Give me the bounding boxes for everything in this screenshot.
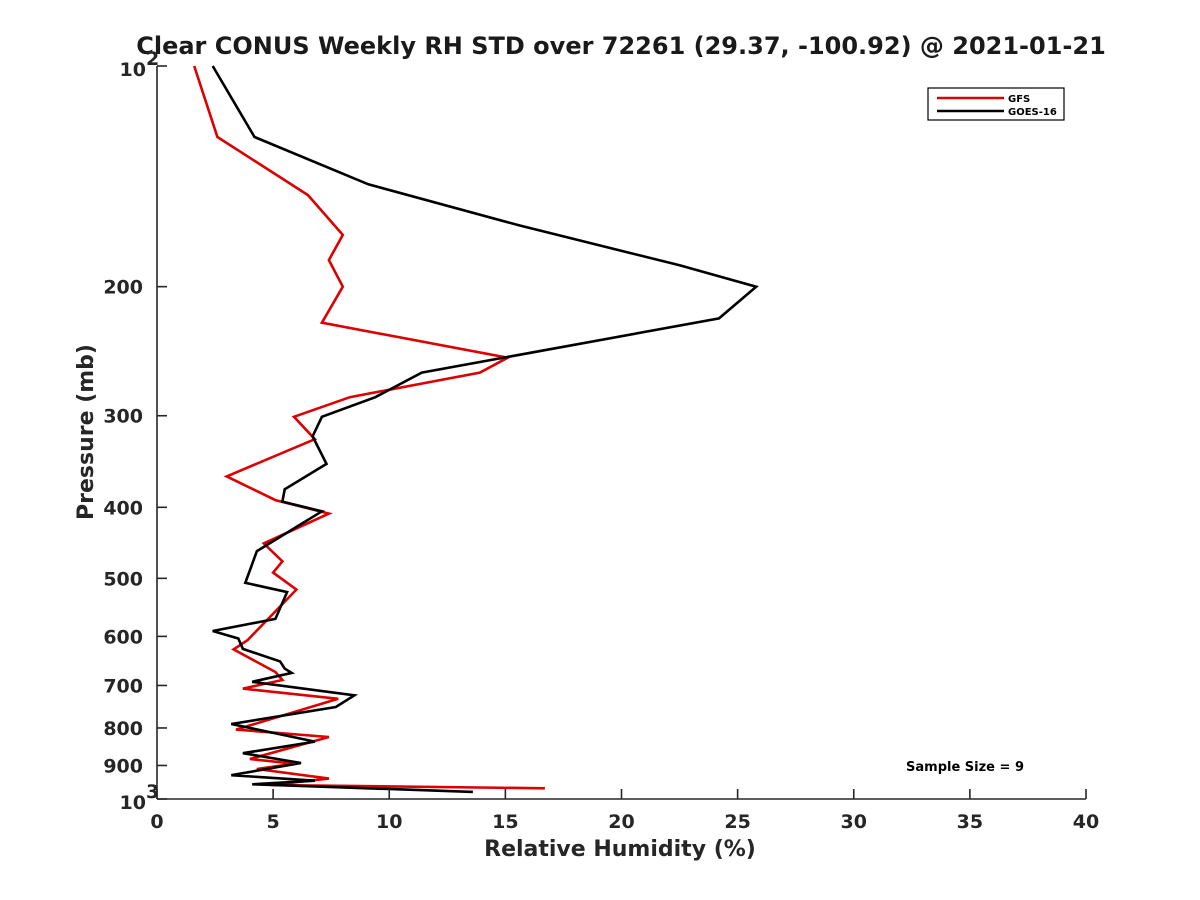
legend-label-gfs: GFS — [1008, 94, 1030, 105]
y-tick-label-exponent: 3 — [146, 781, 159, 803]
x-ticks: 0 5 10 15 20 25 30 35 40 — [150, 789, 1099, 833]
x-tick-label: 20 — [608, 811, 634, 833]
y-tick-label: 900 — [103, 755, 143, 777]
y-tick-label: 500 — [103, 568, 143, 590]
x-tick-label: 10 — [376, 811, 402, 833]
y-tick-label: 600 — [103, 626, 143, 648]
x-tick-label: 35 — [957, 811, 983, 833]
legend-box — [927, 87, 1065, 121]
legend-label-goes-16: GOES-16 — [1008, 107, 1057, 118]
y-tick-label: 300 — [103, 406, 143, 428]
y-tick-label: 700 — [103, 675, 143, 697]
y-tick-label: 10 — [120, 59, 146, 81]
x-tick-label: 30 — [841, 811, 867, 833]
chart-title: Clear CONUS Weekly RH STD over 72261 (29… — [136, 32, 1106, 60]
y-tick-label: 400 — [103, 497, 143, 519]
x-tick-label: 40 — [1073, 811, 1099, 833]
y-axis-label: Pressure (mb) — [74, 344, 99, 520]
x-axis-label: Relative Humidity (%) — [484, 837, 756, 862]
x-tick-label: 25 — [724, 811, 750, 833]
legend: GFS GOES-16 — [927, 87, 1065, 121]
axes: 0 5 10 15 20 25 30 35 40 10 220030040050060070080… — [103, 48, 1099, 833]
sample-size-annotation: Sample Size = 9 — [906, 760, 1024, 775]
x-tick-label: 5 — [267, 811, 280, 833]
series-line-goes-16 — [211, 65, 759, 794]
y-tick-label: 800 — [103, 718, 143, 740]
x-tick-label: 15 — [492, 811, 518, 833]
series-layer — [192, 65, 759, 794]
y-tick-label: 200 — [103, 277, 143, 299]
x-tick-label: 0 — [150, 811, 163, 833]
y-tick-label-exponent: 2 — [146, 48, 159, 70]
series-line-gfs — [192, 65, 545, 790]
y-tick-label: 10 — [120, 792, 146, 814]
